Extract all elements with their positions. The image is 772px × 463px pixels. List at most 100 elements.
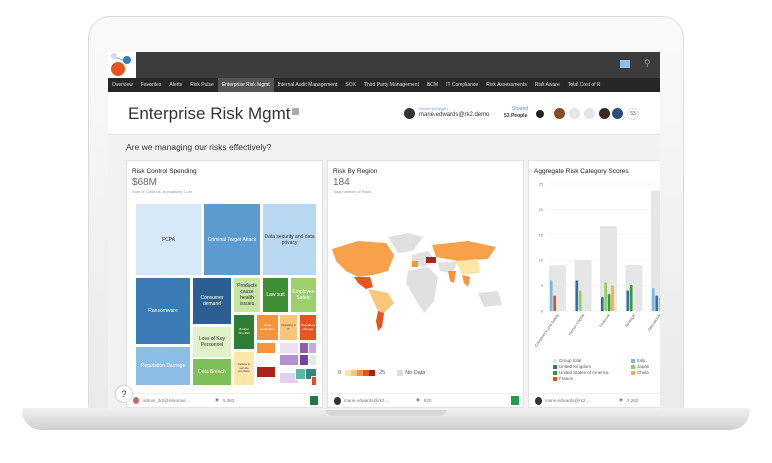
add-person-icon[interactable]: [536, 110, 544, 118]
legend-item[interactable]: United Kingdom: [553, 364, 631, 369]
card-subtitle: Total number of Risks: [333, 189, 372, 194]
legend-swatch: [631, 364, 635, 369]
legend-item[interactable]: France: [553, 376, 631, 381]
treemap-tile[interactable]: Products cause health issues: [233, 277, 261, 313]
treemap-tile[interactable]: [279, 354, 299, 366]
risk-by-region-card[interactable]: Risk By Region 184 Total number of Risks…: [327, 160, 524, 408]
grid-app-icon[interactable]: [620, 60, 630, 68]
nav-item[interactable]: Enterprise Risk Mgmt: [217, 78, 274, 92]
dashboard-header: Enterprise Risk Mgmt Owner (change) mari…: [108, 92, 660, 135]
laptop-base: [22, 408, 750, 430]
nav-item[interactable]: SOX: [345, 82, 356, 88]
x-tick-label: Human Capital: [568, 313, 586, 336]
screen: ⚲ Overview Favorites Alerts Risk Pulse Enter…: [108, 52, 660, 410]
nav-item[interactable]: Alerts: [169, 82, 183, 88]
treemap-tile[interactable]: [311, 376, 317, 386]
nav-item[interactable]: IT Compliance: [446, 82, 479, 88]
treemap-tile[interactable]: Investing in IT: [279, 314, 298, 341]
treemap-tile[interactable]: Employee Safety: [290, 277, 317, 313]
bar: [611, 285, 614, 311]
nav-item[interactable]: Favorites: [140, 82, 162, 88]
legend-item[interactable]: Japan: [631, 364, 660, 369]
bar-group-total: [625, 264, 643, 311]
treemap-tile[interactable]: [308, 354, 317, 366]
world-map: [332, 233, 502, 331]
avatar: [599, 108, 610, 119]
legend-label: United Kingdom: [559, 364, 592, 369]
legend-scale: [345, 370, 376, 376]
nav-item[interactable]: Risk Aware: [534, 82, 560, 88]
lock-icon[interactable]: [292, 108, 299, 115]
bar-chart: 0 5 10 15 20 25 Compliance and Safety Human Cap…: [534, 182, 660, 348]
card-user: marie.edwards@rk2....: [344, 398, 390, 403]
y-tick-label: 5: [541, 283, 544, 288]
x-tick-label: Compliance and Safety: [534, 313, 560, 348]
treemap-tile[interactable]: Failure in service provision: [233, 351, 255, 386]
legend-label: China: [637, 370, 649, 375]
logo[interactable]: [108, 52, 136, 78]
nav-item[interactable]: Third Party Management: [363, 82, 419, 88]
owner-email: marie.edwards@rk2.demo: [419, 112, 490, 118]
treemap-tile[interactable]: Budget Shortfall: [233, 314, 255, 350]
treemap-tile[interactable]: Data security and data privacy: [262, 203, 317, 276]
treemap-tile[interactable]: Criminal Target Attack: [203, 203, 261, 276]
sheets-icon[interactable]: [511, 396, 519, 405]
card-title: Risk By Region: [333, 168, 378, 175]
treemap-tile[interactable]: [308, 342, 317, 354]
nav-item[interactable]: BCM: [426, 82, 439, 88]
legend-max: 25: [379, 370, 386, 376]
legend-item[interactable]: China: [631, 370, 660, 375]
treemap-tile[interactable]: Asset Expansion: [256, 314, 279, 341]
aggregate-risk-card[interactable]: Aggregate Risk Category Scores 0 5 10 15 20 2…: [528, 160, 660, 408]
x-tick-label: Operational: [647, 313, 660, 332]
nav-item[interactable]: Total Cost of R: [567, 82, 601, 88]
user-avatar: [334, 397, 341, 405]
treemap-tile[interactable]: Loss of Key Personnel: [192, 326, 232, 358]
legend-swatch: [553, 376, 557, 381]
card-footer: marie.edwards@rk2.... ◉ 820: [328, 393, 523, 407]
bar-group-total: [651, 190, 660, 311]
shared-label[interactable]: Shared: [512, 106, 529, 112]
help-button[interactable]: ?: [116, 386, 132, 402]
avatar-count[interactable]: 53: [627, 108, 639, 120]
risk-control-spending-card[interactable]: Risk Control Spending $68M Sum of Contro…: [126, 160, 323, 408]
y-tick-label: 25: [539, 182, 544, 187]
legend-item[interactable]: Group total: [553, 358, 631, 363]
legend-swatch: [553, 364, 557, 369]
view-count: 820: [424, 398, 432, 403]
excel-icon[interactable]: [310, 396, 318, 405]
bar: [578, 290, 582, 311]
nav-item[interactable]: Risk Assessments: [486, 82, 527, 88]
owner-label[interactable]: Owner (change): [419, 106, 448, 111]
legend-swatch: [631, 358, 635, 363]
laptop-notch: [325, 408, 447, 416]
legend-item[interactable]: United States of America: [553, 370, 631, 375]
y-tick-label: 0: [541, 309, 544, 314]
top-bar: ⚲: [108, 52, 660, 78]
bar: [629, 285, 633, 311]
treemap-tile[interactable]: [256, 342, 276, 354]
nav-item[interactable]: Overview: [112, 82, 133, 88]
legend-label: France: [559, 376, 574, 381]
user-avatar: [535, 397, 542, 405]
treemap-tile[interactable]: Reputation Damage: [135, 346, 191, 386]
treemap-tile[interactable]: Data Breach: [192, 358, 232, 386]
search-icon[interactable]: ⚲: [644, 58, 651, 68]
nav-item[interactable]: Risk Pulse: [190, 82, 214, 88]
treemap-tile[interactable]: FCPA: [135, 203, 202, 276]
legend-swatch: [357, 370, 364, 376]
avatar: [554, 108, 565, 119]
treemap-tile[interactable]: [256, 366, 276, 378]
no-data-label: No Data: [405, 370, 426, 376]
legend-label: Italy: [637, 358, 646, 363]
card-subtitle: Sum of Controls: Annualized Cost: [132, 189, 192, 194]
x-tick-label: Financial: [599, 313, 611, 328]
nav-item[interactable]: Internal Audit Management: [277, 82, 338, 88]
treemap-tile[interactable]: [279, 342, 299, 354]
treemap-tile[interactable]: Law suit: [262, 277, 289, 313]
treemap-tile[interactable]: Consumer demand: [192, 277, 232, 325]
legend-label: Japan: [637, 364, 650, 369]
treemap-tile[interactable]: Regulatory changes: [299, 314, 317, 341]
treemap-tile[interactable]: Ransomware: [135, 277, 191, 345]
legend-item[interactable]: Italy: [631, 358, 660, 363]
